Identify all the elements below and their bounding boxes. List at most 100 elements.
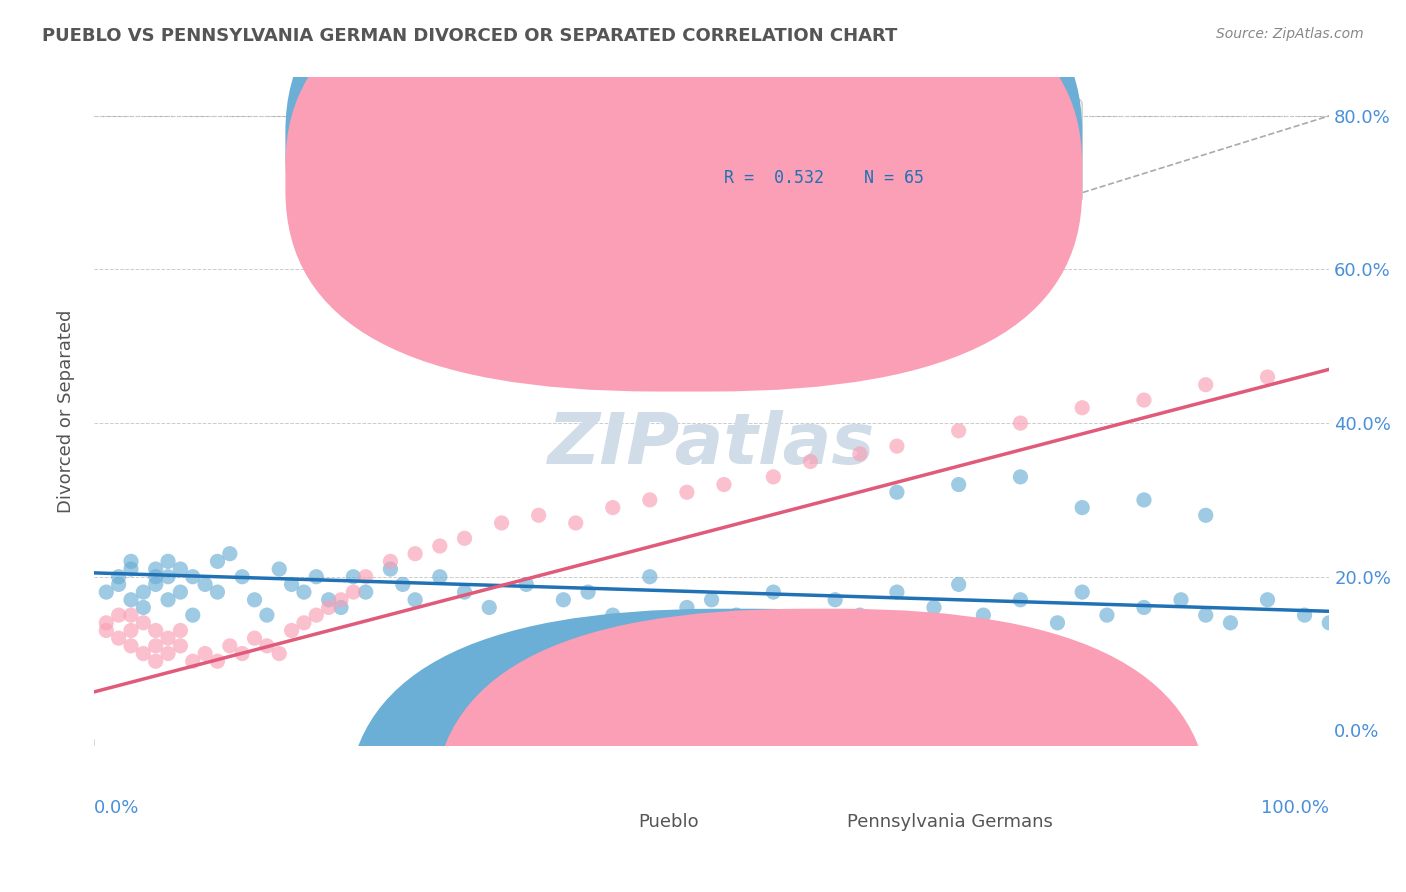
Point (218, 639, 240, 653)
Point (1219, 615, 1241, 630)
Point (515, 577, 537, 591)
Point (145, 577, 167, 591)
Point (145, 624, 167, 638)
Point (96, 585, 118, 599)
Point (1071, 585, 1094, 599)
Point (849, 186, 872, 200)
Point (107, 577, 129, 591)
Point (269, 647, 291, 661)
Point (107, 631, 129, 645)
Point (96, 615, 118, 630)
Point (218, 547, 240, 561)
Point (602, 608, 624, 623)
Point (145, 562, 167, 576)
Point (280, 624, 302, 638)
Point (527, 508, 550, 523)
Point (849, 608, 872, 623)
Point (157, 631, 180, 645)
Point (1010, 470, 1032, 484)
Point (453, 531, 475, 545)
Point (553, 592, 575, 607)
Point (318, 592, 340, 607)
Point (1133, 600, 1156, 615)
Point (169, 585, 191, 599)
Point (725, 301, 748, 315)
Point (157, 592, 180, 607)
Point (157, 570, 180, 584)
Point (453, 585, 475, 599)
Point (145, 570, 167, 584)
Point (1046, 615, 1069, 630)
Point (292, 585, 315, 599)
Point (256, 608, 278, 623)
Point (1170, 592, 1192, 607)
Point (207, 554, 229, 568)
Point (132, 615, 155, 630)
Point (181, 608, 204, 623)
Point (700, 592, 723, 607)
Point (1071, 401, 1094, 415)
Point (1133, 492, 1156, 507)
Point (725, 608, 748, 623)
Point (120, 562, 142, 576)
Point (948, 477, 970, 491)
Point (96, 624, 118, 638)
Point (886, 485, 908, 500)
Text: 100.0%: 100.0% (1261, 799, 1329, 817)
Point (157, 647, 180, 661)
Point (145, 639, 167, 653)
Point (169, 639, 191, 653)
Point (231, 647, 253, 661)
Point (194, 577, 217, 591)
Point (564, 516, 586, 530)
Point (1010, 416, 1032, 430)
Point (120, 592, 142, 607)
Point (404, 547, 426, 561)
Point (120, 608, 142, 623)
FancyBboxPatch shape (626, 97, 1083, 204)
Point (269, 562, 291, 576)
Point (280, 577, 302, 591)
Point (169, 624, 191, 638)
Point (799, 615, 821, 630)
Point (824, 592, 846, 607)
Point (169, 562, 191, 576)
FancyBboxPatch shape (347, 608, 1123, 892)
Point (762, 470, 785, 484)
Point (676, 600, 699, 615)
Point (1317, 615, 1340, 630)
Point (1071, 500, 1094, 515)
Point (243, 631, 266, 645)
Point (1256, 370, 1278, 384)
Point (354, 570, 377, 584)
Point (157, 554, 180, 568)
Point (120, 554, 142, 568)
Point (886, 439, 908, 453)
FancyBboxPatch shape (433, 608, 1209, 892)
Point (799, 454, 821, 468)
Point (886, 585, 908, 599)
Text: Pennsylvania Germans: Pennsylvania Germans (848, 813, 1053, 830)
Point (207, 654, 229, 668)
Point (787, 239, 810, 253)
Point (107, 608, 129, 623)
Point (132, 585, 155, 599)
Point (1294, 608, 1316, 623)
Point (194, 647, 217, 661)
Text: 0.0%: 0.0% (94, 799, 139, 817)
Text: ZIPatlas: ZIPatlas (548, 410, 876, 480)
Point (207, 585, 229, 599)
Point (713, 477, 735, 491)
Point (1256, 592, 1278, 607)
Point (243, 592, 266, 607)
Point (380, 562, 402, 576)
Point (305, 570, 328, 584)
Point (231, 570, 253, 584)
Point (404, 592, 426, 607)
Point (292, 615, 315, 630)
Point (354, 585, 377, 599)
Point (429, 570, 451, 584)
Point (762, 585, 785, 599)
Point (429, 539, 451, 553)
Point (602, 500, 624, 515)
